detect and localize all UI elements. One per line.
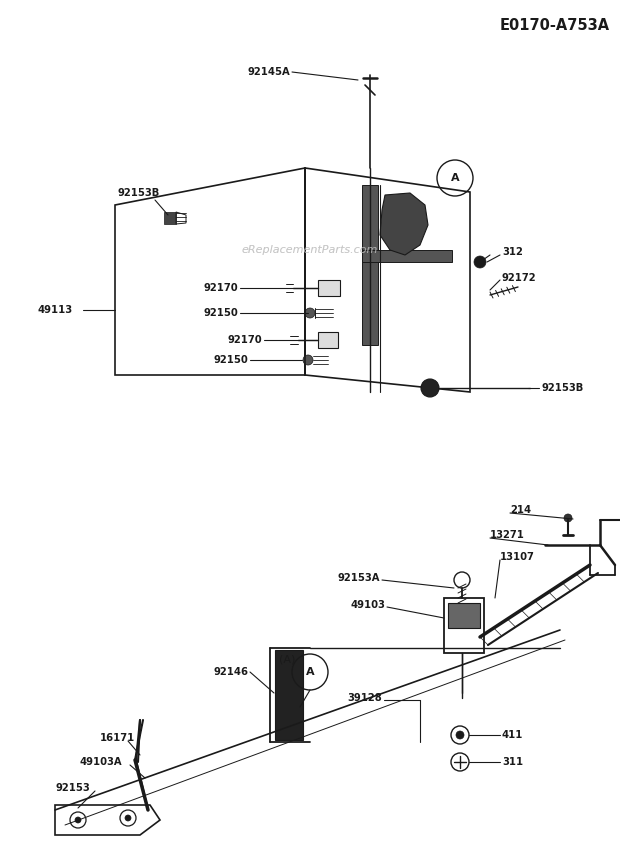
- Circle shape: [474, 256, 486, 268]
- Text: E0170-A753A: E0170-A753A: [500, 18, 610, 33]
- Polygon shape: [380, 193, 428, 255]
- Text: 92145A: 92145A: [247, 67, 290, 77]
- Text: 214: 214: [510, 505, 531, 515]
- Bar: [318, 332, 338, 348]
- Circle shape: [456, 731, 464, 739]
- Text: 92153A: 92153A: [337, 573, 380, 583]
- Bar: [444, 598, 484, 653]
- Text: 92153B: 92153B: [542, 383, 584, 393]
- Circle shape: [125, 815, 131, 821]
- Text: 92170: 92170: [228, 335, 262, 345]
- Text: 92153: 92153: [55, 783, 90, 793]
- Text: 49103A: 49103A: [80, 757, 123, 767]
- Text: 13107: 13107: [500, 552, 535, 562]
- Circle shape: [421, 379, 439, 397]
- Text: 92153B: 92153B: [118, 188, 160, 198]
- Text: 49103: 49103: [350, 600, 385, 610]
- Text: 311: 311: [502, 757, 523, 767]
- Circle shape: [75, 817, 81, 823]
- Bar: [362, 250, 452, 262]
- Circle shape: [564, 514, 572, 522]
- Text: A: A: [306, 667, 314, 677]
- Bar: [164, 212, 176, 224]
- Text: 92150: 92150: [213, 355, 248, 365]
- Text: 411: 411: [502, 730, 523, 740]
- Text: 312: 312: [502, 247, 523, 257]
- Text: A: A: [451, 173, 459, 183]
- Bar: [318, 280, 340, 296]
- Text: 13271: 13271: [490, 530, 525, 540]
- Text: (A): (A): [278, 655, 295, 665]
- Text: 49113: 49113: [38, 305, 73, 315]
- Bar: [448, 603, 480, 628]
- Text: 92146: 92146: [213, 667, 248, 677]
- Text: 92150: 92150: [203, 308, 238, 318]
- Circle shape: [305, 308, 315, 318]
- Circle shape: [303, 355, 313, 365]
- Text: eReplacementParts.com: eReplacementParts.com: [242, 245, 378, 255]
- Text: 39128: 39128: [347, 693, 382, 703]
- Bar: [362, 185, 378, 345]
- Text: 16171: 16171: [100, 733, 135, 743]
- Text: 92172: 92172: [502, 273, 537, 283]
- Bar: [275, 650, 303, 740]
- Text: eReplacementParts.com: eReplacementParts.com: [242, 245, 378, 255]
- Text: 92170: 92170: [203, 283, 238, 293]
